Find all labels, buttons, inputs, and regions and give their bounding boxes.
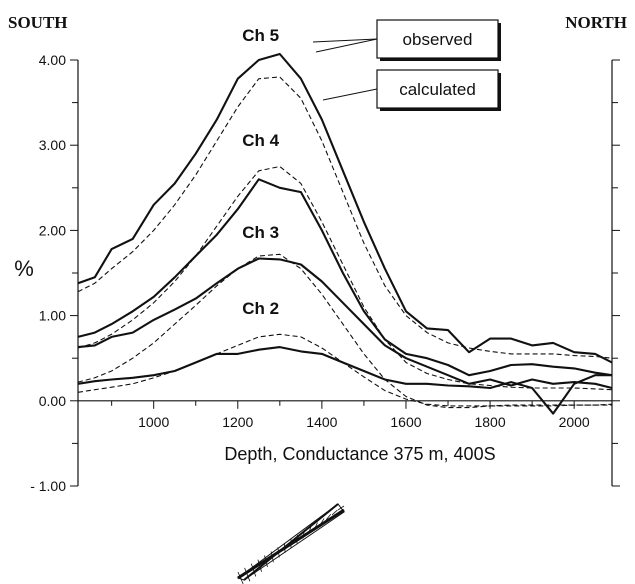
y-tick-label: - 1.00 [30,478,66,494]
observed-line [77,257,613,390]
x-tick-label: 1400 [306,414,337,430]
legend-box [376,69,499,109]
x-axis-title: Depth, Conductance 375 m, 400S [224,444,495,464]
x-tick-label: 2000 [559,414,590,430]
y-axis-title: % [14,256,34,281]
legend: observed calculated [312,19,501,111]
y-tick-label: 2.00 [39,222,66,238]
axes: 4.00 3.00 2.00 1.00 0.00 - 1.00 1000 1200 1400 16… [30,52,620,494]
y-tick-label: 0.00 [39,393,66,409]
channel-label: Ch 5 [242,26,279,45]
x-tick-label: 1600 [390,414,421,430]
observed-line [77,178,613,377]
calculated-line [77,165,613,391]
legend-label: calculated [399,80,476,99]
x-tick-label: 1000 [138,414,169,430]
y-tick-label: 1.00 [39,308,66,324]
y-tick-label: 4.00 [39,52,66,68]
series-group [77,52,613,415]
calculated-line [77,333,612,407]
legend-box [376,19,499,59]
dip-symbol [236,503,345,584]
calculated-line [77,76,613,359]
channel-label: Ch 2 [242,299,279,318]
y-tick-label: 3.00 [39,137,66,153]
legend-leader-line [322,88,378,101]
legend-leader-line [315,38,378,53]
legend-leader-line [312,38,378,43]
north-label: NORTH [565,13,627,32]
x-tick-label: 1200 [222,414,253,430]
channel-label: Ch 3 [242,223,279,242]
channel-label: Ch 4 [242,131,279,150]
calculated-line [77,253,613,409]
legend-label: observed [403,30,473,49]
x-tick-label: 1800 [474,414,505,430]
observed-line [77,52,613,364]
channel-labels: Ch 5 Ch 4 Ch 3 Ch 2 [242,26,279,318]
south-label: SOUTH [8,13,68,32]
